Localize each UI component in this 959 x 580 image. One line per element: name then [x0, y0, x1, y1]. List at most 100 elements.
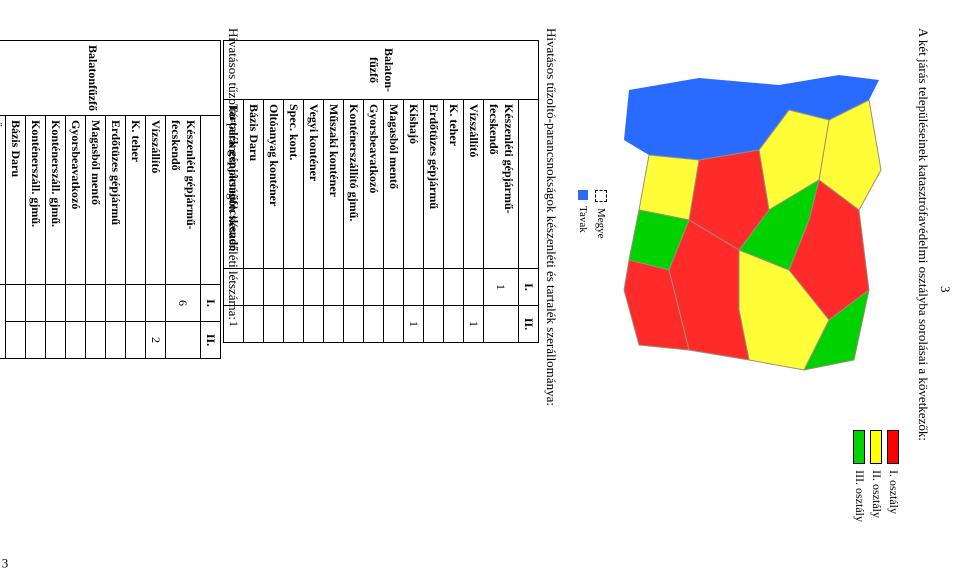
cell — [6, 322, 26, 359]
cell — [484, 306, 519, 343]
roman-header: I. — [519, 269, 539, 306]
cell — [284, 306, 304, 343]
map-caption: Megye Tavak — [577, 190, 607, 239]
row-label: Készenléti gépjármű-fecskendő — [166, 116, 201, 285]
station-header: Balaton-fűzfő — [224, 41, 539, 100]
cell — [444, 306, 464, 343]
cell — [344, 306, 364, 343]
cell — [464, 269, 484, 306]
cell — [126, 285, 146, 322]
row-label: Bázis Daru — [6, 116, 26, 285]
row-label: Műszaki konténer — [324, 100, 344, 269]
cell — [146, 285, 166, 322]
cell — [304, 306, 324, 343]
row-label: K. teher — [444, 100, 464, 269]
row-label: Bázis Daru — [244, 100, 264, 269]
cell — [86, 322, 106, 359]
cell — [46, 322, 66, 359]
legend-swatch — [854, 430, 866, 464]
row-label: Ügyeletes — [0, 116, 6, 285]
row-label: Erdőtüzes gépjármű — [106, 116, 126, 285]
row-label: Konténerszáll. gjmű. — [26, 116, 46, 285]
cell: 2 — [146, 322, 166, 359]
cell — [244, 306, 264, 343]
cell — [6, 285, 26, 322]
row-label: Konténerszáll. gjmű. — [46, 116, 66, 285]
cell — [444, 269, 464, 306]
row-label: K. teher — [126, 116, 146, 285]
page-number: 3 — [937, 286, 953, 293]
roman-header: II. — [201, 322, 221, 359]
blank-header — [519, 100, 539, 269]
table2-title: Hivatásos tűzoltó-parancsnokságok készen… — [225, 28, 241, 548]
cell — [126, 322, 146, 359]
cell: 1 — [404, 306, 424, 343]
map-svg — [619, 60, 899, 400]
cell — [384, 306, 404, 343]
row-label: Oltóanyag konténer — [264, 100, 284, 269]
row-label: Konténerszállító gjmű. — [344, 100, 364, 269]
cell — [324, 269, 344, 306]
cell — [344, 269, 364, 306]
cell — [424, 269, 444, 306]
table1-title: Hivatásos tűzoltó-parancsnokságok készen… — [543, 28, 559, 548]
tavak-label: Tavak — [577, 206, 589, 233]
district-map — [614, 60, 899, 400]
legend-label: I. osztály — [886, 470, 901, 514]
row-label: Kishajó — [404, 100, 424, 269]
cell — [364, 269, 384, 306]
cell — [264, 269, 284, 306]
legend-swatch — [888, 430, 900, 464]
row-label: Vegyi konténer — [304, 100, 324, 269]
cell — [304, 269, 324, 306]
row-label: Készenléti gépjármű-fecskendő — [484, 100, 519, 269]
row-label: Gyorsbeavatkozó — [66, 116, 86, 285]
legend-swatch — [871, 430, 883, 464]
cell — [46, 285, 66, 322]
cell — [106, 285, 126, 322]
megye-symbol — [595, 190, 607, 202]
roman-header: I. — [201, 285, 221, 322]
legend-item: III. osztály — [852, 430, 867, 522]
page-title: A két járás településeinek katasztrófavé… — [915, 28, 931, 548]
megye-label: Megye — [595, 208, 607, 239]
cell: 1 — [464, 306, 484, 343]
row-label: Magasból mentő — [384, 100, 404, 269]
class-legend: I. osztályII. osztályIII. osztály — [852, 430, 901, 522]
headcount-table: Balatonfűzfő I.II. Készenléti gépjármű-fec… — [0, 40, 221, 359]
legend-label: II. osztály — [869, 470, 884, 518]
cell — [166, 322, 201, 359]
legend-item: I. osztály — [886, 430, 901, 522]
row-label: Magasból mentő — [86, 116, 106, 285]
legend-item: II. osztály — [869, 430, 884, 522]
cell — [264, 306, 284, 343]
page-number-side: 3 — [2, 555, 9, 571]
cell — [324, 306, 344, 343]
cell: 1 — [0, 285, 6, 359]
cell — [66, 322, 86, 359]
cell — [404, 269, 424, 306]
row-label: Vízszállító — [464, 100, 484, 269]
cell — [364, 306, 384, 343]
cell — [106, 322, 126, 359]
row-label: Spec. kont. — [284, 100, 304, 269]
row-label: Erdőtüzes gépjármű — [424, 100, 444, 269]
cell — [26, 285, 46, 322]
cell — [26, 322, 46, 359]
cell — [424, 306, 444, 343]
cell — [284, 269, 304, 306]
row-label: Gyorsbeavatkozó — [364, 100, 384, 269]
cell — [86, 285, 106, 322]
row-label: Vízszállító — [146, 116, 166, 285]
equipment-table: Balaton-fűzfő I.II. Készenléti gépjármű-fe… — [223, 40, 539, 343]
cell — [244, 269, 264, 306]
tavak-symbol — [578, 190, 588, 200]
cell: 6 — [166, 285, 201, 322]
legend-label: III. osztály — [852, 470, 867, 522]
cell: 1 — [484, 269, 519, 306]
station-header: Balatonfűzfő — [0, 41, 221, 116]
roman-header: II. — [519, 306, 539, 343]
blank-header — [201, 116, 221, 285]
cell — [384, 269, 404, 306]
cell — [66, 285, 86, 322]
